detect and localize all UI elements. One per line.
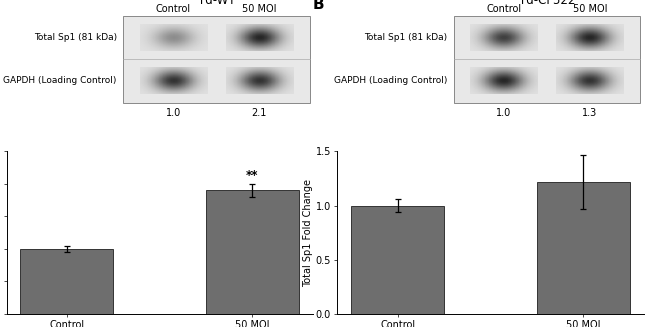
Text: GAPDH (Loading Control): GAPDH (Loading Control)	[334, 77, 447, 85]
Text: Control: Control	[156, 4, 191, 14]
Text: 1.3: 1.3	[582, 108, 597, 118]
Bar	[454, 16, 640, 103]
Text: 50 MOI: 50 MOI	[242, 4, 276, 14]
Text: 2.1: 2.1	[252, 108, 267, 118]
Text: Total Sp1 (81 kDa): Total Sp1 (81 kDa)	[365, 33, 447, 42]
Y-axis label: Total Sp1 Fold Change: Total Sp1 Fold Change	[303, 179, 313, 287]
Text: 1.0: 1.0	[497, 108, 512, 118]
Bar	[20, 249, 113, 314]
Text: Td-WT: Td-WT	[198, 0, 235, 7]
Bar	[351, 206, 444, 314]
Bar	[123, 16, 309, 103]
Text: 1.0: 1.0	[166, 108, 181, 118]
Text: **: **	[246, 169, 259, 182]
Text: 50 MOI: 50 MOI	[573, 4, 607, 14]
Text: Td-CF522: Td-CF522	[519, 0, 575, 7]
Bar	[537, 182, 630, 314]
Text: Control: Control	[486, 4, 522, 14]
Text: GAPDH (Loading Control): GAPDH (Loading Control)	[3, 77, 117, 85]
Text: Total Sp1 (81 kDa): Total Sp1 (81 kDa)	[34, 33, 117, 42]
Text: B: B	[313, 0, 324, 12]
Bar	[206, 190, 299, 314]
